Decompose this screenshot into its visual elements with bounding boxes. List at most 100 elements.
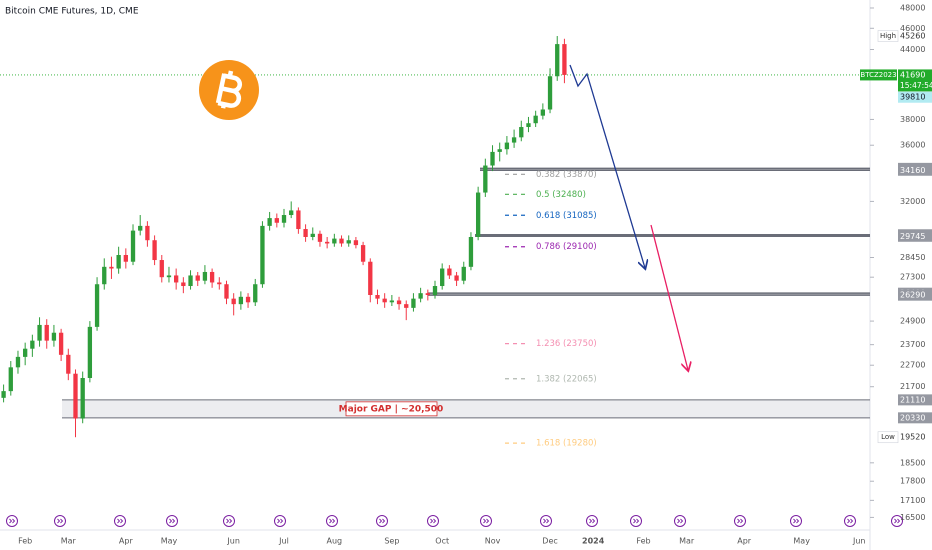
y-tick-label: 17100 bbox=[900, 496, 925, 505]
event-icon-mark bbox=[737, 518, 744, 524]
x-tick-label: Aug bbox=[327, 537, 343, 546]
candle-body bbox=[102, 266, 107, 285]
candle-body bbox=[51, 332, 57, 341]
x-tick-label: May bbox=[161, 537, 178, 546]
candle-body bbox=[440, 268, 445, 287]
candle-body bbox=[432, 286, 438, 295]
y-tick-label: 48000 bbox=[900, 3, 925, 12]
event-icon-mark bbox=[9, 518, 16, 524]
price-label-box bbox=[898, 394, 932, 406]
candle-body bbox=[332, 238, 337, 244]
x-tick-label: Mar bbox=[679, 537, 695, 546]
y-tick-label: 18500 bbox=[900, 458, 925, 467]
y-tick-label: 32000 bbox=[900, 197, 925, 206]
fib-label: 0.5 (32480) bbox=[536, 190, 586, 200]
candle-body bbox=[396, 300, 402, 305]
candle-body bbox=[1, 391, 6, 398]
candle-body bbox=[145, 225, 150, 241]
candle-body bbox=[368, 261, 373, 295]
price-label-box bbox=[898, 412, 932, 424]
countdown: 15:47:54 bbox=[900, 81, 932, 90]
candle-body bbox=[468, 236, 474, 267]
candle-body bbox=[80, 377, 85, 419]
y-tick-label: 38000 bbox=[900, 115, 925, 124]
candle-body bbox=[324, 241, 330, 244]
candle-body bbox=[73, 373, 78, 419]
x-tick-label: Jul bbox=[278, 537, 289, 546]
candle-body bbox=[360, 245, 366, 262]
x-tick-label: Feb bbox=[18, 537, 32, 546]
event-icon-mark bbox=[277, 518, 284, 524]
candle-body bbox=[37, 324, 42, 341]
candle-body bbox=[562, 44, 567, 75]
price-label: 29745 bbox=[900, 232, 925, 241]
candle-body bbox=[224, 284, 229, 299]
y-tick-label: 46000 bbox=[900, 24, 925, 33]
price-label: 21110 bbox=[900, 395, 925, 404]
event-icon-mark bbox=[847, 518, 854, 524]
x-tick-label: Apr bbox=[737, 537, 752, 546]
candle-body bbox=[555, 44, 560, 77]
candle-body bbox=[66, 354, 71, 374]
candle-body bbox=[497, 149, 502, 152]
event-icon-mark bbox=[677, 518, 684, 524]
candle-body bbox=[490, 151, 495, 166]
x-tick-label: May bbox=[793, 537, 810, 546]
candle-body bbox=[231, 298, 236, 305]
candle-body bbox=[540, 109, 546, 116]
candle-body bbox=[289, 210, 294, 216]
candle-body bbox=[547, 76, 553, 110]
price-tag: Low bbox=[881, 433, 895, 441]
candle-body bbox=[44, 324, 49, 341]
candle-body bbox=[411, 298, 416, 308]
price-label: 26290 bbox=[900, 291, 925, 300]
event-icon-mark bbox=[894, 518, 901, 524]
fib-label: 1.618 (19280) bbox=[536, 439, 597, 449]
price-label: 19520 bbox=[900, 433, 925, 442]
candle-body bbox=[303, 229, 308, 237]
price-label: 34160 bbox=[900, 166, 925, 175]
event-icon-mark bbox=[169, 518, 176, 524]
candle-body bbox=[375, 294, 380, 299]
event-icon-mark bbox=[589, 518, 596, 524]
candle-body bbox=[109, 266, 114, 269]
price-tag-box bbox=[860, 69, 897, 81]
candle-body bbox=[382, 298, 387, 303]
candle-body bbox=[353, 240, 359, 246]
candle-body bbox=[317, 233, 323, 242]
annotation: Major GAP | ~20,500 bbox=[339, 404, 444, 414]
candle-body bbox=[346, 240, 351, 244]
price-label-box bbox=[898, 69, 932, 81]
candle-body bbox=[425, 293, 430, 295]
x-tick-label: Jun bbox=[226, 537, 240, 546]
plot: Major GAP | ~20,500 0.382 (33870) 0.5 (324… bbox=[0, 3, 932, 546]
event-icon-mark bbox=[793, 518, 800, 524]
candle-body bbox=[238, 296, 244, 305]
candle-body bbox=[87, 326, 93, 378]
candle-body bbox=[123, 254, 128, 262]
y-tick-label: 36000 bbox=[900, 141, 925, 150]
fib-label: 1.236 (23750) bbox=[536, 339, 597, 349]
candle-body bbox=[58, 332, 64, 355]
candle-body bbox=[260, 225, 265, 285]
event-icon-mark bbox=[57, 518, 64, 524]
price-label: 20330 bbox=[900, 413, 925, 422]
price-tag-box bbox=[877, 30, 899, 42]
level-zone bbox=[480, 168, 870, 171]
candle-body bbox=[483, 165, 488, 193]
price-label: 45260 bbox=[900, 32, 925, 41]
projection-arrow bbox=[569, 64, 645, 268]
price-label-box bbox=[898, 230, 932, 242]
candle-body bbox=[418, 293, 423, 299]
candle-body bbox=[461, 266, 466, 281]
gap-zone bbox=[62, 399, 870, 418]
candle-body bbox=[404, 304, 409, 308]
x-tick-label: Apr bbox=[119, 537, 134, 546]
event-icon-mark bbox=[379, 518, 386, 524]
level-zone bbox=[428, 293, 870, 296]
candle-body bbox=[447, 268, 452, 276]
candle-body bbox=[202, 271, 208, 281]
candle-body bbox=[94, 284, 100, 327]
event-icon-mark bbox=[430, 518, 437, 524]
fib-label: 0.618 (31085) bbox=[536, 211, 597, 221]
